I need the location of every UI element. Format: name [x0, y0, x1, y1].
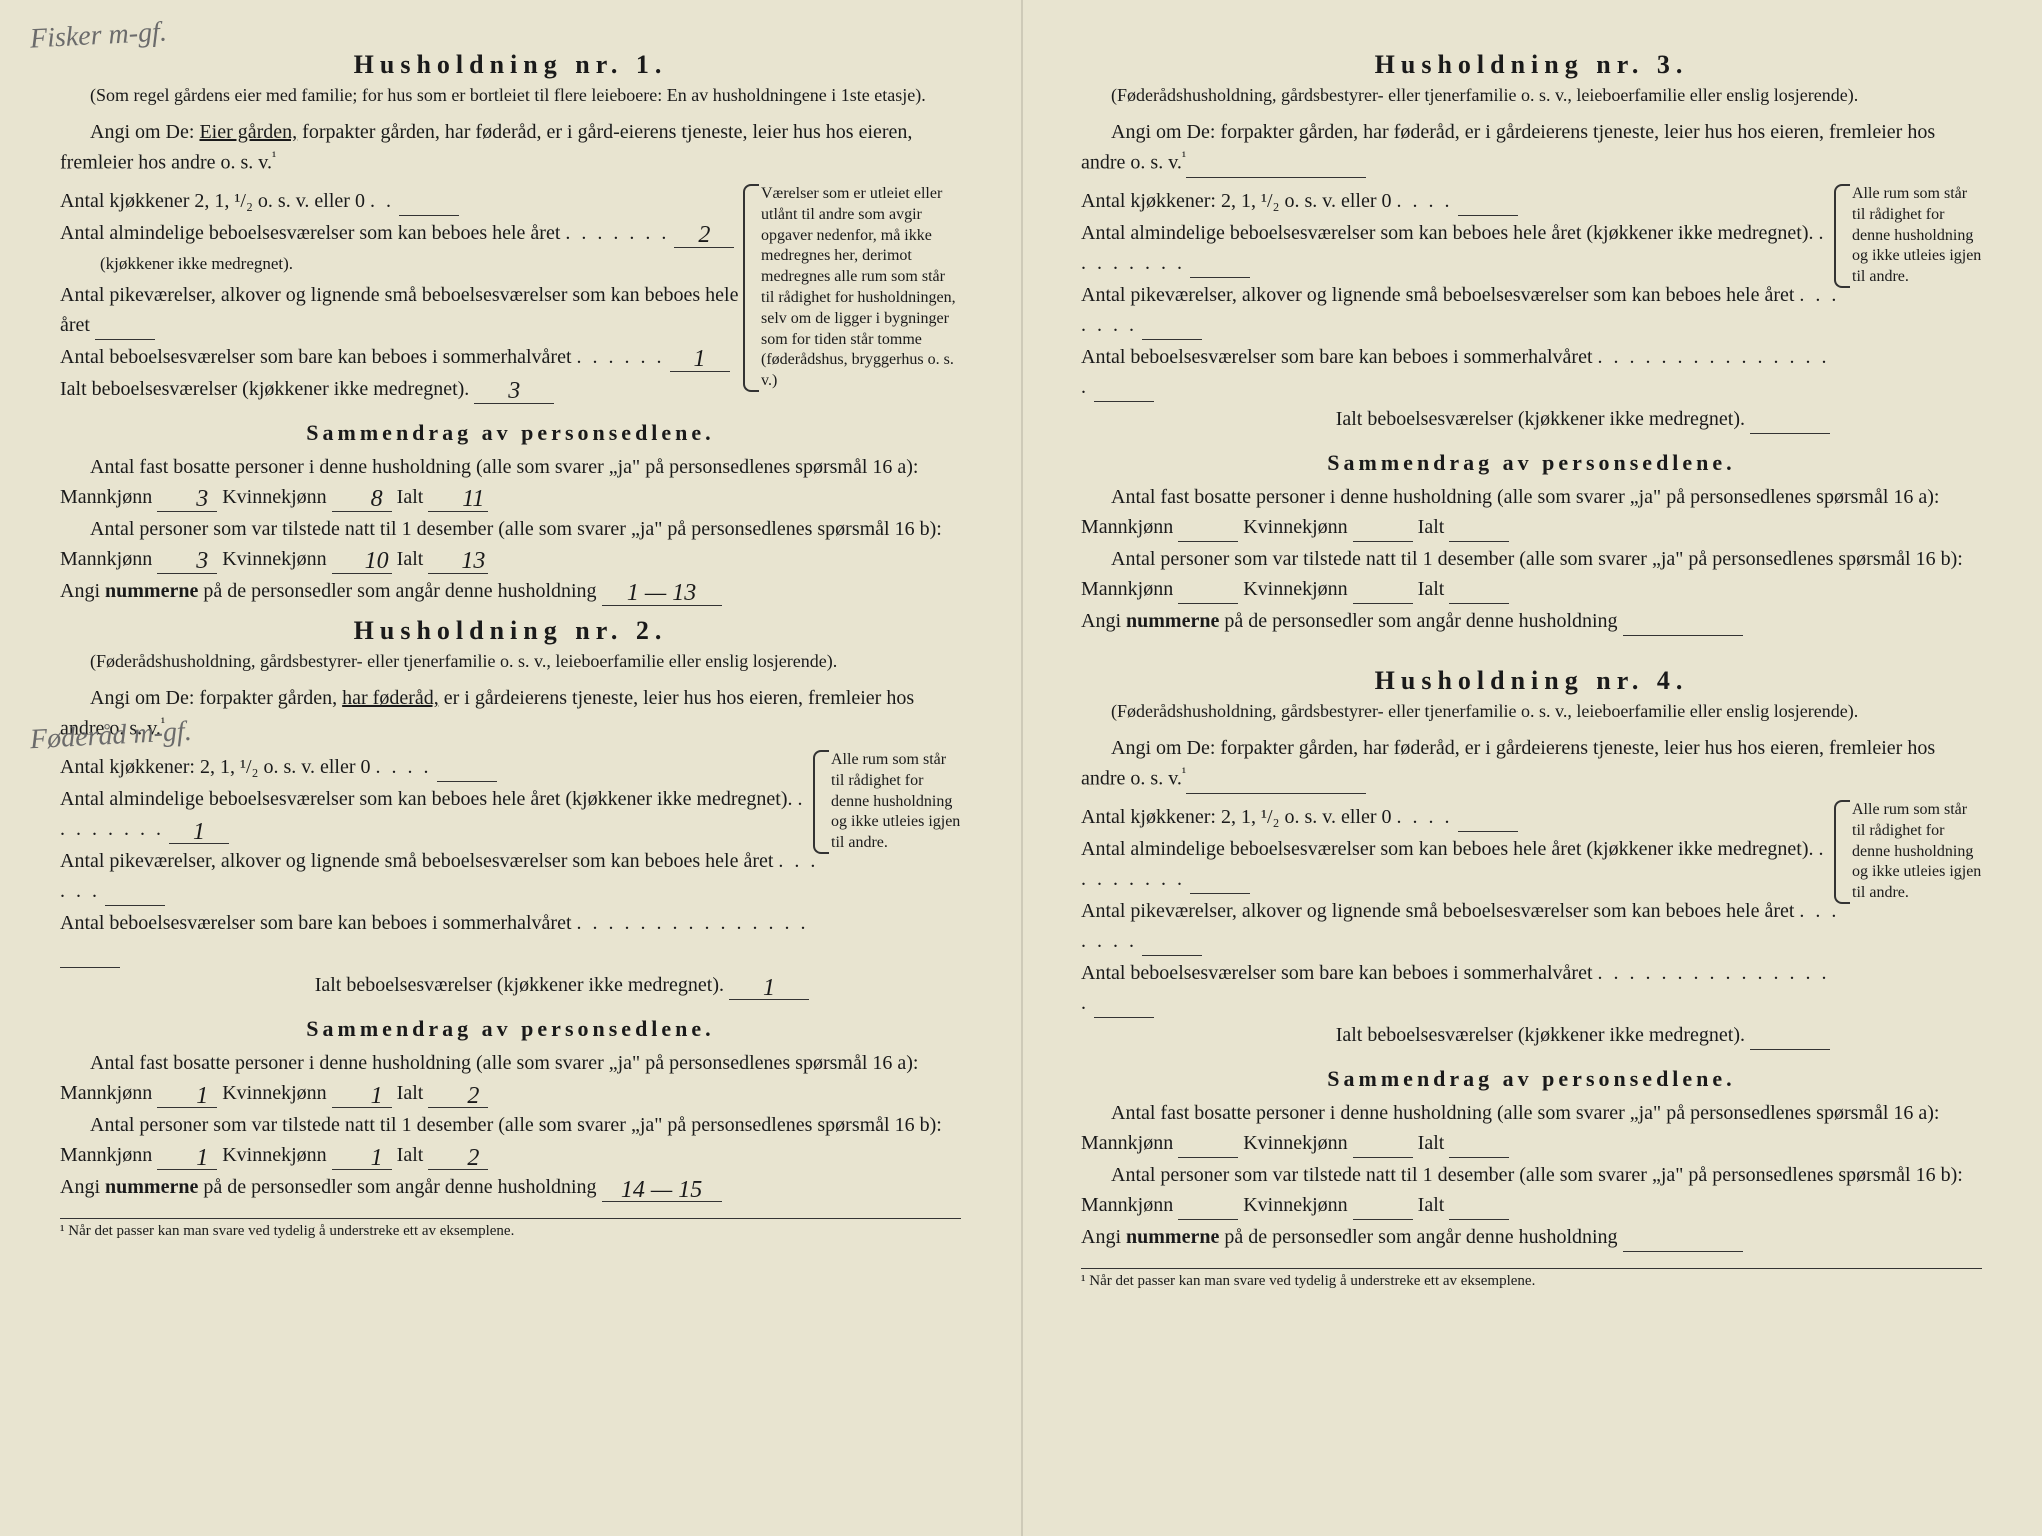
h1-rooms3: Antal beboelsesværelser som bare kan beb… — [60, 342, 749, 372]
h1-angi: Angi om De: Eier gården, forpakter gårde… — [60, 117, 961, 178]
h4-subtitle: (Føderådshusholdning, gårdsbestyrer- ell… — [1081, 700, 1982, 723]
h1-summary-title: Sammendrag av personsedlene. — [60, 420, 961, 446]
h4-q16a: Antal fast bosatte personer i denne hush… — [1081, 1098, 1982, 1158]
footnote-rule — [60, 1218, 961, 1219]
h2-subtitle: (Føderådshusholdning, gårdsbestyrer- ell… — [60, 650, 961, 673]
h3-sidenote: Alle rum som står til rådighet for denne… — [1840, 184, 1982, 288]
h1-total: Ialt beboelsesværelser (kjøkkener ikke m… — [60, 374, 749, 404]
h1-nums: Angi nummerne på de personsedler som ang… — [60, 576, 961, 606]
h3-rooms3: Antal beboelsesværelser som bare kan beb… — [1081, 342, 1840, 402]
h3-nums: Angi nummerne på de personsedler som ang… — [1081, 606, 1982, 636]
h1-subtitle: (Som regel gårdens eier med familie; for… — [60, 84, 961, 107]
h4-title: Husholdning nr. 4. — [1081, 666, 1982, 696]
h2-angi: Angi om De: forpakter gården, har føderå… — [60, 683, 961, 744]
h1-rooms1: Antal almindelige beboelsesværelser som … — [60, 218, 749, 278]
h2-q16a: Antal fast bosatte personer i denne hush… — [60, 1048, 961, 1108]
h2-rooms1: Antal almindelige beboelsesværelser som … — [60, 784, 819, 844]
h4-sidenote: Alle rum som står til rådighet for denne… — [1840, 800, 1982, 904]
footnote-right: ¹ Når det passer kan man svare ved tydel… — [1081, 1273, 1982, 1290]
h2-sidenote: Alle rum som står til rådighet for denne… — [819, 750, 961, 854]
h2-rooms3: Antal beboelsesværelser som bare kan beb… — [60, 908, 819, 968]
h2-title: Husholdning nr. 2. — [60, 616, 961, 646]
h3-kitchen: Antal kjøkkener: 2, 1, ¹/₂ o. s. v. elle… — [1081, 186, 1840, 216]
h3-rooms1: Antal almindelige beboelsesværelser som … — [1081, 218, 1840, 278]
h3-title: Husholdning nr. 3. — [1081, 50, 1982, 80]
h3-subtitle: (Føderådshusholdning, gårdsbestyrer- ell… — [1081, 84, 1982, 107]
h1-kitchen: Antal kjøkkener 2, 1, ¹/₂ o. s. v. eller… — [60, 186, 749, 216]
h4-nums: Angi nummerne på de personsedler som ang… — [1081, 1222, 1982, 1252]
h4-rooms2: Antal pikeværelser, alkover og lignende … — [1081, 896, 1840, 956]
h3-q16a: Antal fast bosatte personer i denne hush… — [1081, 482, 1982, 542]
h2-rooms2: Antal pikeværelser, alkover og lignende … — [60, 846, 819, 906]
h1-q16a: Antal fast bosatte personer i denne hush… — [60, 452, 961, 512]
h1-sidenote: Værelser som er utleiet eller utlånt til… — [749, 184, 961, 392]
h2-summary-title: Sammendrag av personsedlene. — [60, 1016, 961, 1042]
h4-summary-title: Sammendrag av personsedlene. — [1081, 1066, 1982, 1092]
h1-q16b: Antal personer som var tilstede natt til… — [60, 514, 961, 574]
h3-q16b: Antal personer som var tilstede natt til… — [1081, 544, 1982, 604]
h1-title: Husholdning nr. 1. — [60, 50, 961, 80]
h2-total: Ialt beboelsesværelser (kjøkkener ikke m… — [60, 970, 819, 1000]
h3-rooms2: Antal pikeværelser, alkover og lignende … — [1081, 280, 1840, 340]
h2-kitchen: Antal kjøkkener: 2, 1, ¹/₂ o. s. v. elle… — [60, 752, 819, 782]
h1-rooms2: Antal pikeværelser, alkover og lignende … — [60, 280, 749, 340]
h4-kitchen: Antal kjøkkener: 2, 1, ¹/₂ o. s. v. elle… — [1081, 802, 1840, 832]
h2-q16b: Antal personer som var tilstede natt til… — [60, 1110, 961, 1170]
h4-rooms3: Antal beboelsesværelser som bare kan beb… — [1081, 958, 1840, 1018]
h2-nums: Angi nummerne på de personsedler som ang… — [60, 1172, 961, 1202]
footnote-left: ¹ Når det passer kan man svare ved tydel… — [60, 1223, 961, 1240]
h4-total: Ialt beboelsesværelser (kjøkkener ikke m… — [1081, 1020, 1840, 1050]
h4-q16b: Antal personer som var tilstede natt til… — [1081, 1160, 1982, 1220]
h3-total: Ialt beboelsesværelser (kjøkkener ikke m… — [1081, 404, 1840, 434]
h3-summary-title: Sammendrag av personsedlene. — [1081, 450, 1982, 476]
h3-angi: Angi om De: forpakter gården, har føderå… — [1081, 117, 1982, 178]
h4-angi: Angi om De: forpakter gården, har føderå… — [1081, 733, 1982, 794]
footnote-rule-right — [1081, 1268, 1982, 1269]
h4-rooms1: Antal almindelige beboelsesværelser som … — [1081, 834, 1840, 894]
